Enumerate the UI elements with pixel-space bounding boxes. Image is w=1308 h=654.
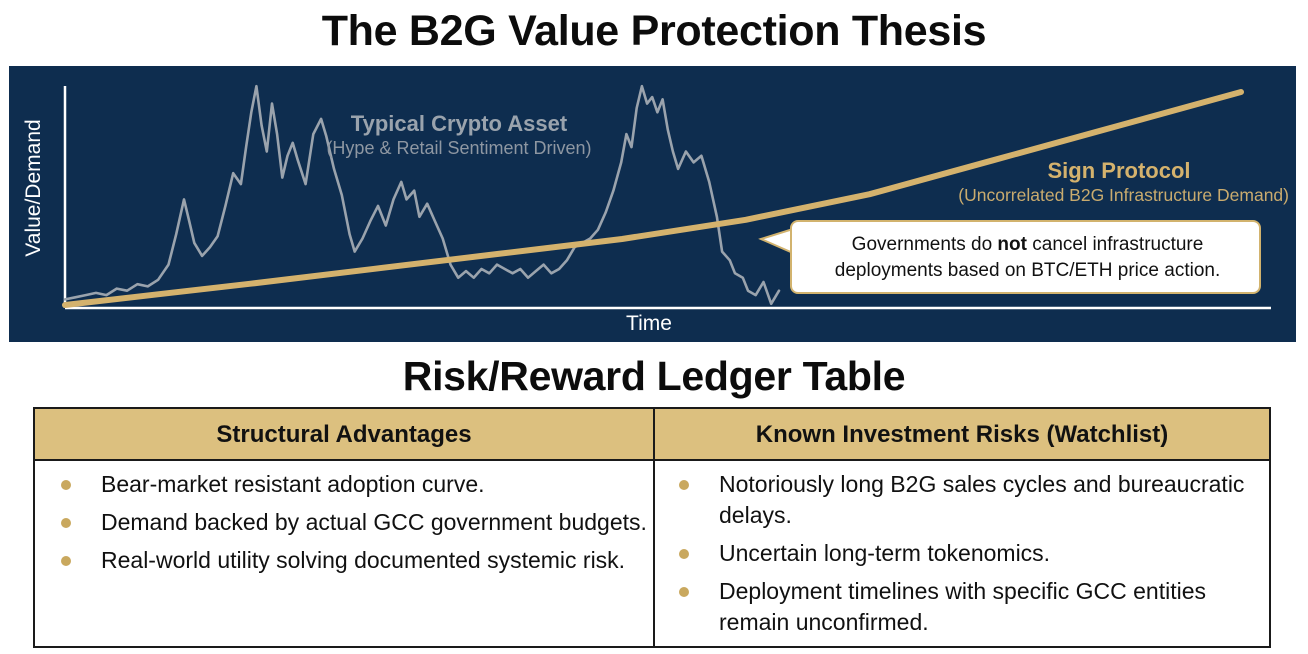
list-item: Bear-market resistant adoption curve. (57, 469, 647, 500)
risk-text: Notoriously long B2G sales cycles and bu… (719, 471, 1245, 528)
chart-panel: Value/Demand Time Typical Crypto Asset (… (9, 66, 1296, 342)
advantages-header: Structural Advantages (35, 409, 653, 461)
main-title: The B2G Value Protection Thesis (321, 7, 987, 55)
crypto-series-line (63, 84, 781, 306)
ledger-title: Risk/Reward Ledger Table (402, 353, 906, 399)
advantages-list: Bear-market resistant adoption curve. De… (57, 469, 647, 583)
line-chart (62, 84, 1271, 310)
column-divider (653, 409, 655, 646)
risk-text: Uncertain long-term tokenomics. (719, 540, 1051, 566)
bullet-icon (61, 556, 71, 566)
bullet-icon (679, 549, 689, 559)
advantage-text: Demand backed by actual GCC government b… (101, 509, 647, 535)
sign-series-label: Sign Protocol (Uncorrelated B2G Infrastr… (889, 158, 1289, 206)
risks-list: Notoriously long B2G sales cycles and bu… (675, 469, 1255, 645)
crypto-series-subtitle: (Hype & Retail Sentiment Driven) (326, 138, 592, 158)
x-axis-label: Time (626, 312, 672, 335)
list-item: Demand backed by actual GCC government b… (57, 507, 647, 538)
crypto-series-label: Typical Crypto Asset (Hype & Retail Sent… (299, 111, 619, 159)
advantage-text: Bear-market resistant adoption curve. (101, 471, 485, 497)
list-item: Deployment timelines with specific GCC e… (675, 576, 1255, 638)
crypto-series-name: Typical Crypto Asset (350, 111, 568, 136)
list-item: Real-world utility solving documented sy… (57, 545, 647, 576)
bullet-icon (61, 518, 71, 528)
bullet-icon (679, 480, 689, 490)
callout-pointer (758, 227, 794, 255)
ledger-table: Structural Advantages Known Investment R… (33, 407, 1271, 648)
risks-header: Known Investment Risks (Watchlist) (655, 409, 1269, 461)
callout-text-bold: not (997, 234, 1027, 255)
list-item: Notoriously long B2G sales cycles and bu… (675, 469, 1255, 531)
advantage-text: Real-world utility solving documented sy… (101, 547, 626, 573)
risk-text: Deployment timelines with specific GCC e… (719, 578, 1207, 635)
sign-series-name: Sign Protocol (1047, 158, 1191, 183)
list-item: Uncertain long-term tokenomics. (675, 538, 1255, 569)
sign-series-subtitle: (Uncorrelated B2G Infrastructure Demand) (958, 185, 1289, 205)
callout-text-after: cancel infrastructure deployments based … (834, 234, 1221, 281)
callout-text-before: Governments do (851, 234, 998, 255)
bullet-icon (61, 480, 71, 490)
callout-annotation: Governments do not cancel infrastructure… (790, 220, 1261, 294)
bullet-icon (679, 587, 689, 597)
y-axis-label: Value/Demand (22, 119, 45, 257)
sign-protocol-series-line (62, 89, 1244, 308)
